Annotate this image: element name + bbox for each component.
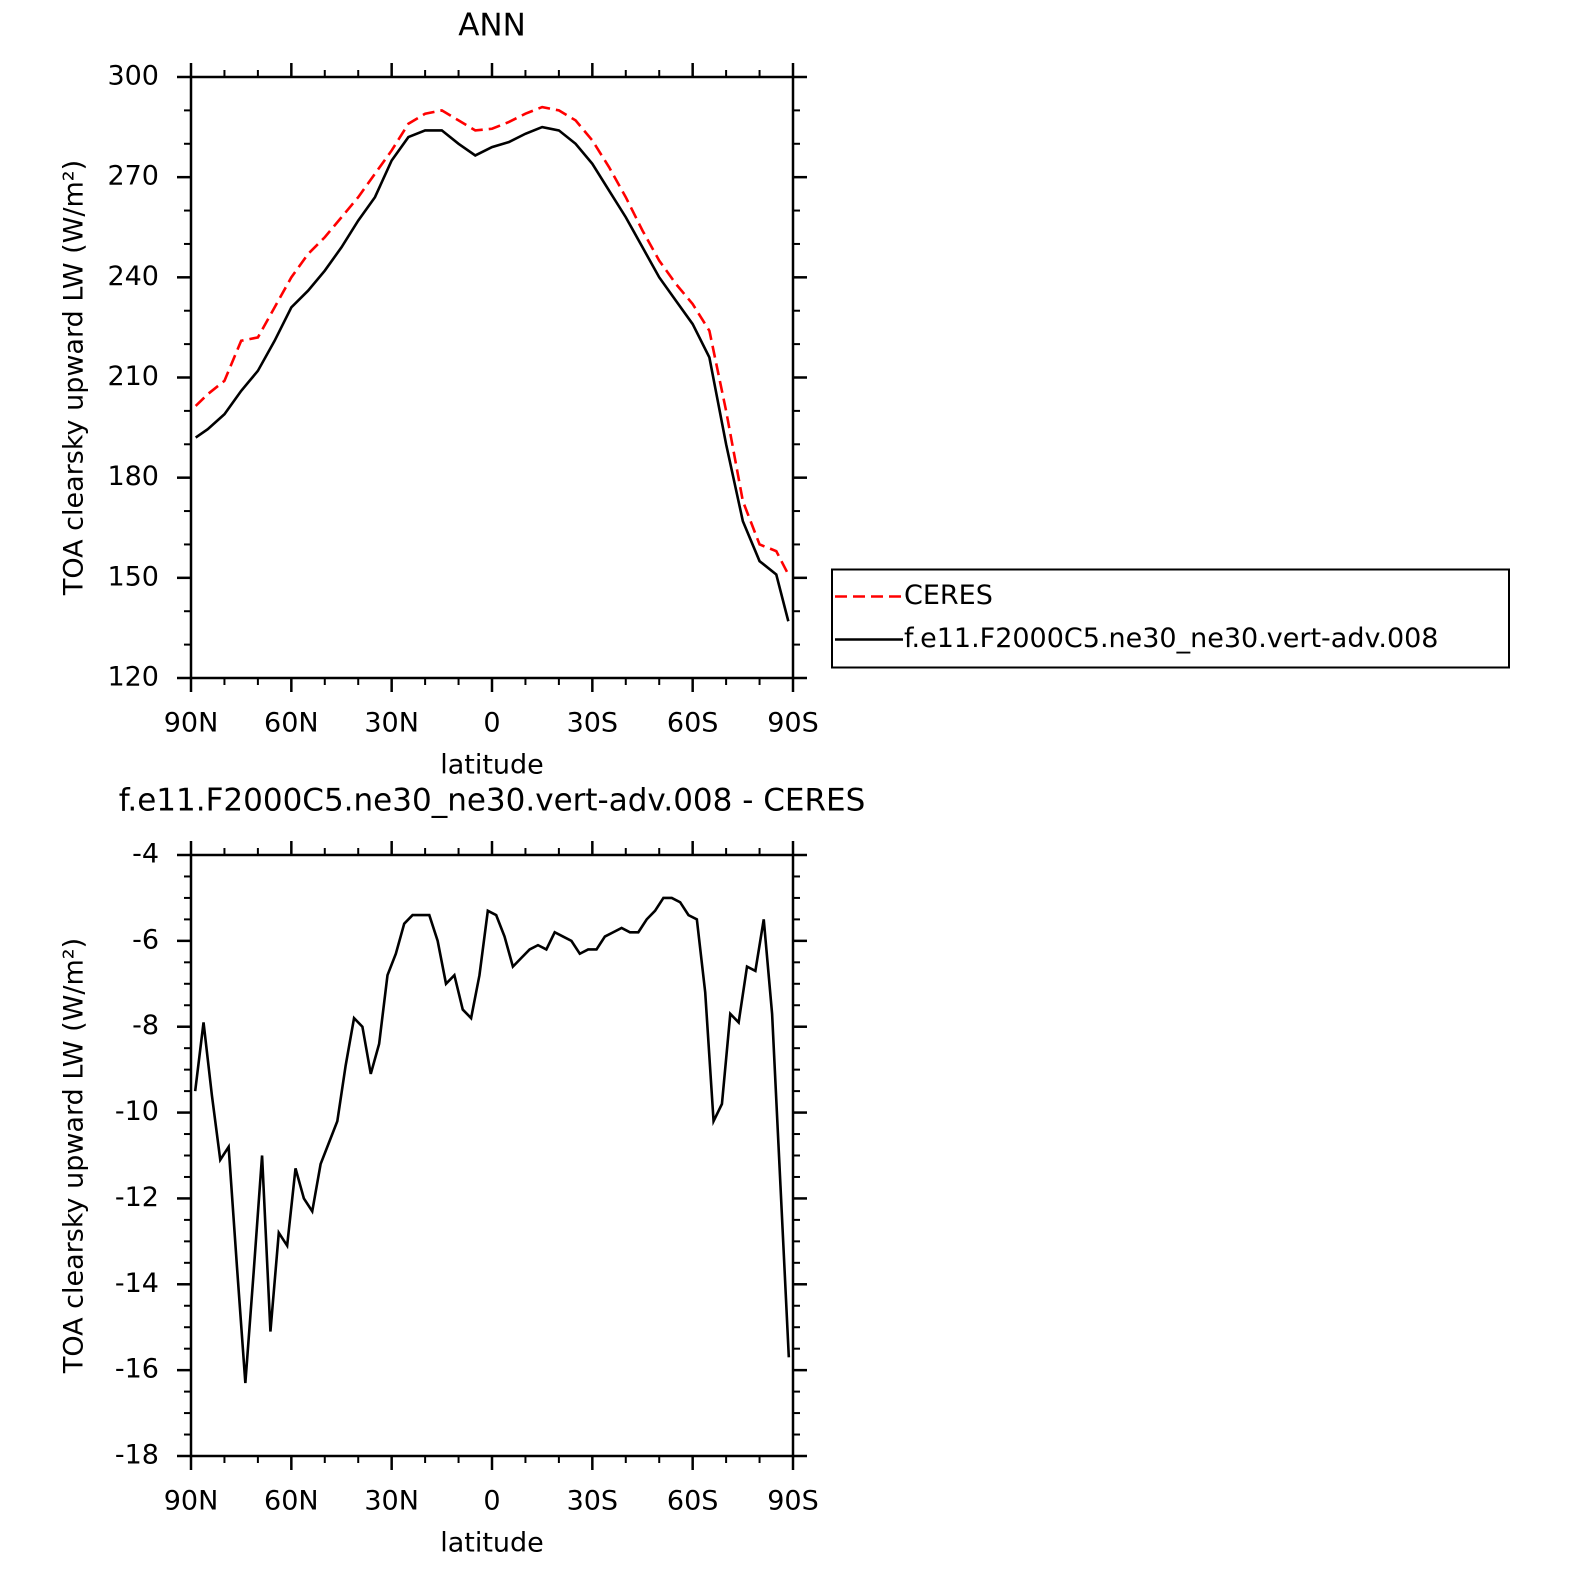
legend-label: CERES	[904, 580, 993, 611]
y-tick-label: -8	[132, 1010, 159, 1041]
x-tick-label: 30S	[567, 708, 619, 739]
x-tick-label: 0	[483, 1486, 500, 1517]
y-tick-label: -6	[132, 924, 159, 955]
x-tick-label: 60S	[667, 1486, 719, 1517]
x-axis-label: latitude	[440, 750, 544, 781]
x-tick-label: 30N	[364, 1486, 419, 1517]
x-tick-label: 90N	[164, 708, 219, 739]
plot-frame	[189, 75, 795, 680]
y-tick-label: -16	[115, 1354, 159, 1385]
x-tick-label: 30S	[567, 1486, 619, 1517]
x-tick-label: 90S	[767, 708, 819, 739]
x-tick-label: 0	[483, 708, 500, 739]
y-tick-label: 180	[107, 461, 159, 492]
y-tick-label: 210	[107, 361, 159, 392]
x-tick-label: 60N	[264, 708, 319, 739]
legend-box	[831, 568, 1510, 669]
x-axis-label: latitude	[440, 1528, 544, 1559]
plot-frame	[189, 853, 795, 1458]
y-tick-label: 120	[107, 662, 159, 693]
x-tick-label: 60S	[667, 708, 719, 739]
y-tick-label: 240	[107, 261, 159, 292]
y-tick-label: 150	[107, 561, 159, 592]
data-line	[194, 125, 790, 622]
chart-title: ANN	[458, 8, 526, 44]
x-tick-label: 90N	[164, 1486, 219, 1517]
y-axis-label: TOA clearsky upward LW (W/m²)	[59, 938, 90, 1374]
x-tick-label: 30N	[364, 708, 419, 739]
y-tick-label: -14	[115, 1268, 159, 1299]
y-tick-label: -18	[115, 1440, 159, 1471]
y-tick-label: -12	[115, 1182, 159, 1213]
x-tick-label: 60N	[264, 1486, 319, 1517]
data-line	[193, 896, 791, 1384]
chart-title: f.e11.F2000C5.ne30_ne30.vert-adv.008 - C…	[119, 783, 866, 819]
y-tick-label: 300	[107, 61, 159, 92]
y-tick-label: 270	[107, 161, 159, 192]
y-axis-label: TOA clearsky upward LW (W/m²)	[59, 160, 90, 596]
y-tick-label: -4	[132, 839, 159, 870]
data-line	[194, 105, 790, 576]
legend-label: f.e11.F2000C5.ne30_ne30.vert-adv.008	[904, 623, 1438, 654]
x-tick-label: 90S	[767, 1486, 819, 1517]
y-tick-label: -10	[115, 1096, 159, 1127]
